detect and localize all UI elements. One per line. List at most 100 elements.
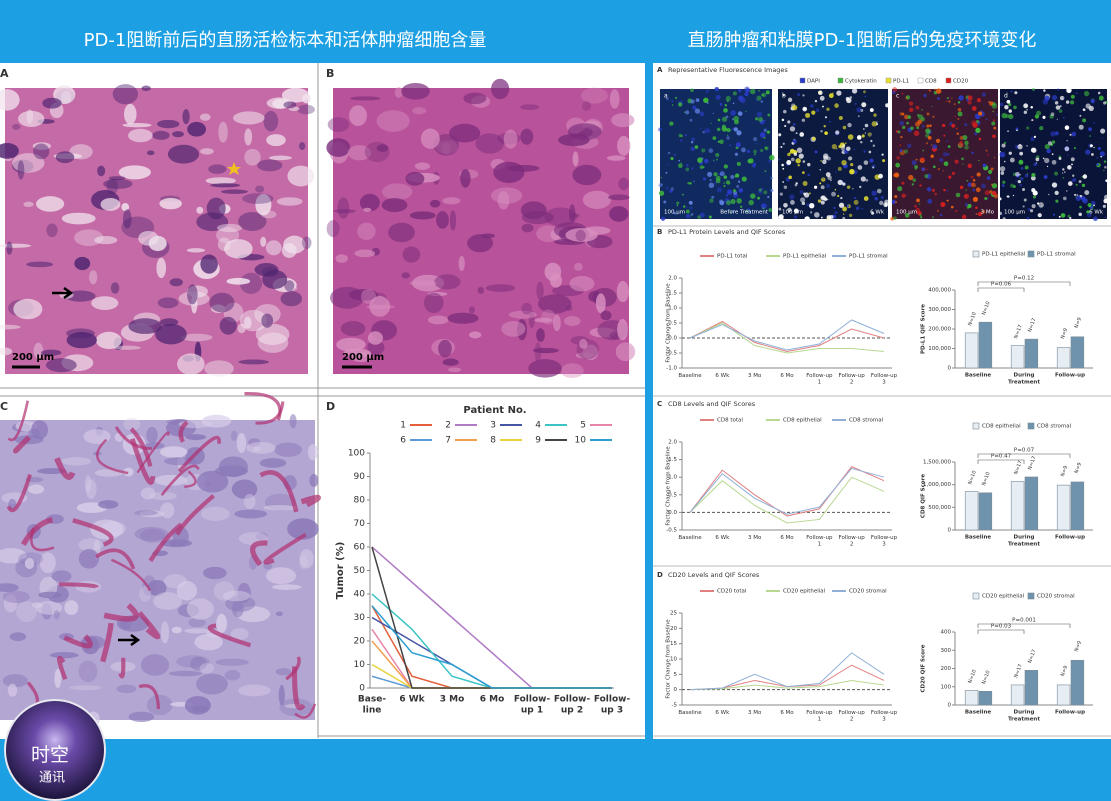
x-tick-label: Follow- [594, 695, 631, 705]
cell-dot [687, 182, 690, 185]
image-caption: 3 Mo [981, 210, 995, 216]
tissue-texture [255, 323, 290, 345]
tissue-texture [336, 337, 366, 352]
tissue-texture [196, 673, 228, 695]
cell-dot [1047, 141, 1053, 146]
cell-dot [1093, 146, 1095, 149]
cell-dot [1014, 91, 1018, 95]
cell-dot [716, 158, 718, 161]
cell-dot [783, 185, 788, 189]
cell-dot [853, 199, 859, 205]
tissue-strand [175, 494, 215, 536]
cell-dot [726, 189, 733, 195]
tissue-texture [394, 86, 403, 99]
cell-dot [931, 105, 933, 108]
cell-dot [1042, 157, 1045, 160]
cell-dot [1084, 190, 1090, 196]
cell-dot [1032, 88, 1035, 91]
cell-dot [766, 130, 770, 134]
cell-dot [690, 99, 695, 104]
tissue-texture [467, 234, 494, 253]
tissue-texture [337, 197, 350, 219]
cell-dot [890, 216, 894, 221]
cell-dot [986, 176, 991, 180]
cell-dot [972, 188, 976, 192]
section-title: PD-L1 Protein Levels and QIF Scores [668, 228, 786, 236]
tissue-texture [33, 342, 44, 360]
cell-dot [1036, 110, 1042, 116]
tissue-texture [544, 207, 577, 227]
tissue-texture [262, 269, 288, 290]
tissue-texture [278, 684, 285, 706]
p-value: P=0.07 [1014, 448, 1035, 454]
cell-dot [784, 125, 787, 128]
tissue-texture [222, 590, 251, 602]
tissue-texture [128, 128, 153, 143]
tissue-texture [38, 591, 63, 599]
cell-dot [704, 158, 709, 164]
tissue-texture [428, 315, 449, 325]
cell-dot [732, 189, 737, 193]
cell-dot [870, 139, 873, 143]
tissue-texture [263, 505, 297, 511]
tissue-texture [581, 101, 592, 112]
x-tick-label: 3 Mo [748, 535, 762, 541]
cell-dot [857, 165, 863, 170]
tissue-texture [475, 133, 505, 154]
cell-dot [1066, 140, 1068, 142]
cell-dot [822, 105, 824, 108]
cell-dot [926, 142, 928, 145]
cell-dot [755, 117, 759, 121]
legend-label: 9 [535, 436, 541, 446]
bar [964, 690, 979, 706]
cell-dot [723, 184, 726, 188]
legend-label: CD20 epithelial [783, 589, 826, 595]
cell-dot [1075, 92, 1078, 95]
cell-dot [1013, 105, 1017, 110]
cell-dot [699, 212, 705, 218]
tissue-texture [187, 121, 207, 137]
cell-dot [723, 108, 728, 113]
cell-dot [975, 187, 981, 193]
bar [1010, 684, 1025, 706]
cell-dot [1098, 95, 1104, 101]
cell-dot [946, 96, 950, 100]
cell-dot [736, 161, 741, 166]
tissue-texture [186, 248, 206, 253]
cell-dot [740, 97, 746, 104]
cell-dot [874, 174, 881, 180]
legend-label: PD-L1 epithelial [783, 254, 827, 260]
tissue-texture [563, 316, 581, 326]
tissue-texture [208, 164, 227, 174]
cell-dot [1086, 212, 1092, 218]
tissue-texture [286, 285, 298, 292]
cell-dot [1038, 202, 1044, 208]
tissue-texture [152, 130, 170, 140]
tissue-strand [118, 657, 126, 679]
cell-dot [707, 171, 713, 177]
cell-dot [1007, 130, 1009, 132]
legend-swatch [917, 77, 924, 84]
cell-dot [984, 190, 990, 196]
cell-dot [903, 149, 909, 154]
cell-dot [846, 146, 851, 151]
legend-label: PD-L1 epithelial [982, 252, 1026, 258]
cell-dot [850, 163, 854, 167]
tissue-texture [243, 493, 256, 510]
cell-dot [660, 216, 666, 221]
cell-dot [831, 144, 837, 150]
tissue-texture [508, 310, 537, 319]
cell-dot [835, 170, 838, 173]
tissue-texture [199, 663, 215, 674]
cell-dot [792, 139, 797, 144]
cell-dot [943, 161, 949, 167]
x-tick-label: Base- [358, 695, 386, 705]
legend-label: PD-L1 total [717, 254, 748, 260]
cell-dot [819, 95, 825, 101]
cell-dot [929, 124, 932, 128]
cell-dot [954, 159, 959, 164]
cell-dot [872, 166, 875, 169]
tissue-texture [381, 198, 408, 213]
cell-dot [753, 162, 757, 166]
tissue-strand [130, 438, 156, 485]
